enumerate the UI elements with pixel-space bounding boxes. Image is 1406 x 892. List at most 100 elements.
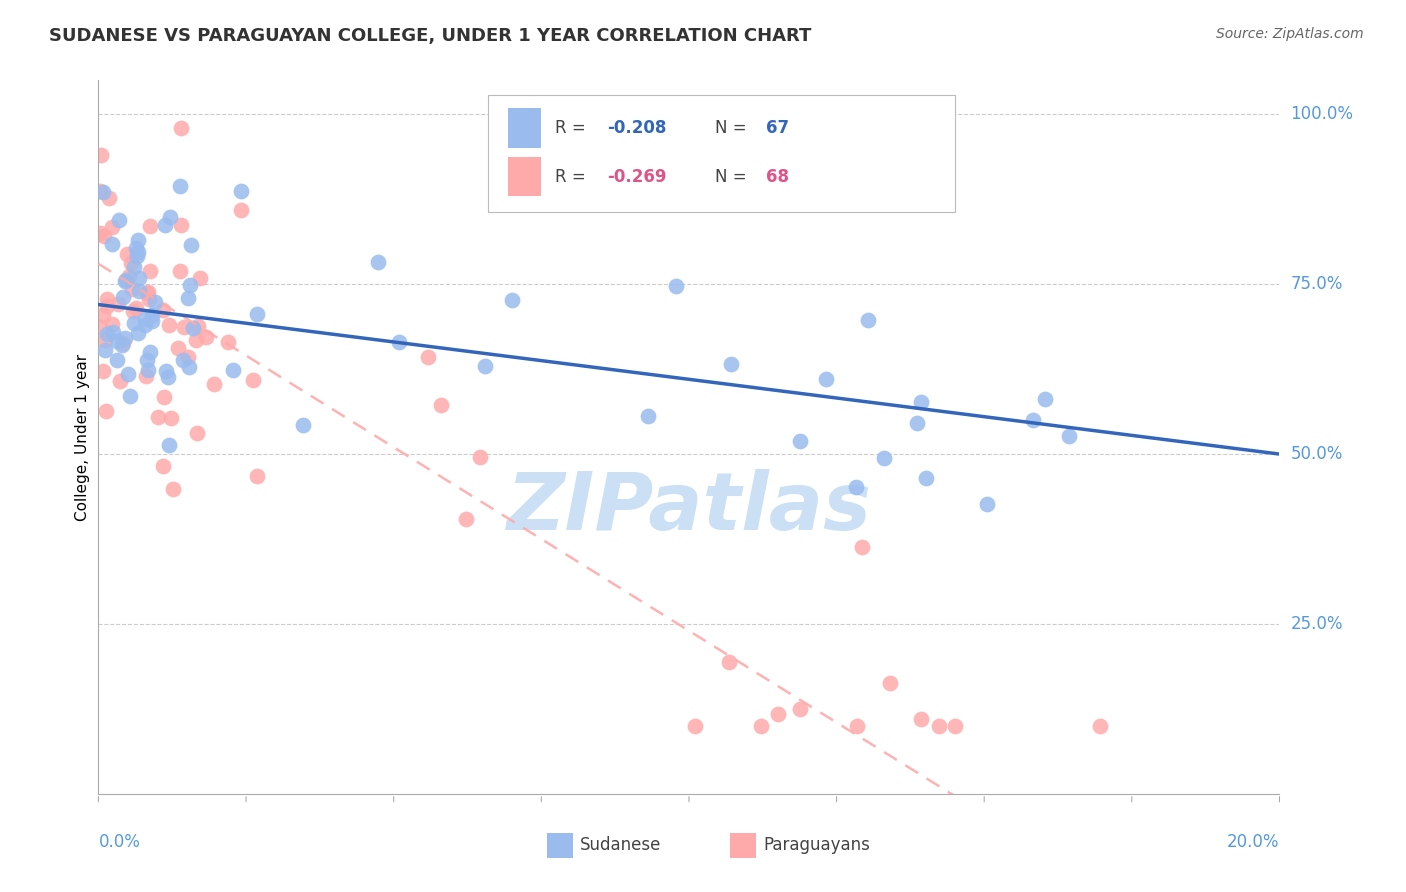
Point (111, 336, 134, 351)
FancyBboxPatch shape (508, 157, 541, 196)
Point (134, 318, 156, 332)
Point (157, 318, 180, 332)
Point (1022, 413, 1045, 427)
FancyBboxPatch shape (508, 109, 541, 148)
Point (858, 313, 880, 327)
FancyBboxPatch shape (547, 833, 574, 858)
Point (749, 719, 772, 733)
Y-axis label: College, Under 1 year: College, Under 1 year (75, 353, 90, 521)
Point (135, 352, 157, 367)
Point (136, 285, 159, 300)
Point (141, 309, 163, 323)
Point (976, 497, 998, 511)
Point (170, 218, 193, 232)
Point (115, 273, 138, 287)
Point (910, 712, 932, 726)
Text: SUDANESE VS PARAGUAYAN COLLEGE, UNDER 1 YEAR CORRELATION CHART: SUDANESE VS PARAGUAYAN COLLEGE, UNDER 1 … (49, 27, 811, 45)
Point (143, 295, 166, 310)
Point (468, 450, 491, 464)
Point (146, 409, 169, 424)
Point (169, 179, 191, 194)
Point (195, 330, 218, 344)
Point (93, 229, 115, 244)
Point (177, 292, 200, 306)
Point (388, 335, 411, 350)
Point (117, 268, 139, 283)
Point (93, 364, 115, 378)
Point (105, 353, 128, 368)
Point (157, 438, 180, 452)
Text: Paraguayans: Paraguayans (763, 837, 870, 855)
Point (139, 264, 162, 278)
Point (91, 308, 114, 322)
Point (128, 284, 150, 298)
Point (121, 304, 143, 318)
Point (179, 277, 201, 292)
Point (120, 389, 142, 403)
Point (89, 319, 111, 334)
Point (246, 307, 269, 321)
Text: 0.0%: 0.0% (98, 833, 141, 851)
Point (217, 335, 239, 350)
Point (665, 279, 688, 293)
Point (89, 184, 111, 198)
Point (100, 317, 122, 331)
Point (159, 210, 181, 224)
Point (188, 270, 211, 285)
Text: -0.269: -0.269 (607, 168, 666, 186)
Point (94, 334, 117, 348)
Point (117, 368, 139, 382)
Point (134, 311, 156, 326)
Point (177, 350, 200, 364)
Point (96, 293, 118, 307)
Point (160, 411, 183, 425)
Point (152, 458, 174, 473)
Point (183, 320, 205, 334)
Point (879, 675, 901, 690)
Text: R =: R = (555, 168, 592, 186)
Text: 100.0%: 100.0% (1291, 105, 1354, 123)
Point (173, 319, 195, 334)
Point (107, 296, 129, 310)
Point (172, 352, 194, 367)
Point (221, 362, 243, 376)
Point (127, 249, 149, 263)
Point (128, 270, 150, 285)
Point (246, 468, 269, 483)
Point (139, 219, 162, 233)
Text: 75.0%: 75.0% (1291, 275, 1343, 293)
Point (96, 299, 118, 313)
Point (910, 395, 932, 409)
Point (101, 237, 124, 252)
Point (851, 541, 873, 555)
Point (141, 314, 163, 328)
Point (179, 360, 201, 375)
Point (152, 390, 174, 404)
Point (229, 203, 252, 218)
Point (943, 719, 966, 733)
Point (101, 325, 124, 339)
Point (136, 363, 159, 377)
Point (139, 345, 162, 359)
Point (186, 425, 208, 440)
Point (89, 226, 111, 240)
Text: 20.0%: 20.0% (1227, 833, 1279, 851)
Point (184, 333, 207, 347)
Text: 50.0%: 50.0% (1291, 445, 1343, 463)
Point (202, 377, 225, 392)
Point (105, 334, 128, 348)
FancyBboxPatch shape (488, 95, 955, 212)
Point (814, 372, 837, 386)
Point (125, 241, 148, 255)
Point (114, 274, 136, 288)
Point (187, 319, 209, 334)
Point (789, 702, 811, 716)
Point (94, 343, 117, 357)
Point (242, 373, 264, 387)
Point (96, 327, 118, 342)
Point (108, 212, 131, 227)
Point (91, 186, 114, 200)
Point (120, 256, 142, 270)
Point (127, 326, 149, 341)
Point (418, 350, 440, 364)
